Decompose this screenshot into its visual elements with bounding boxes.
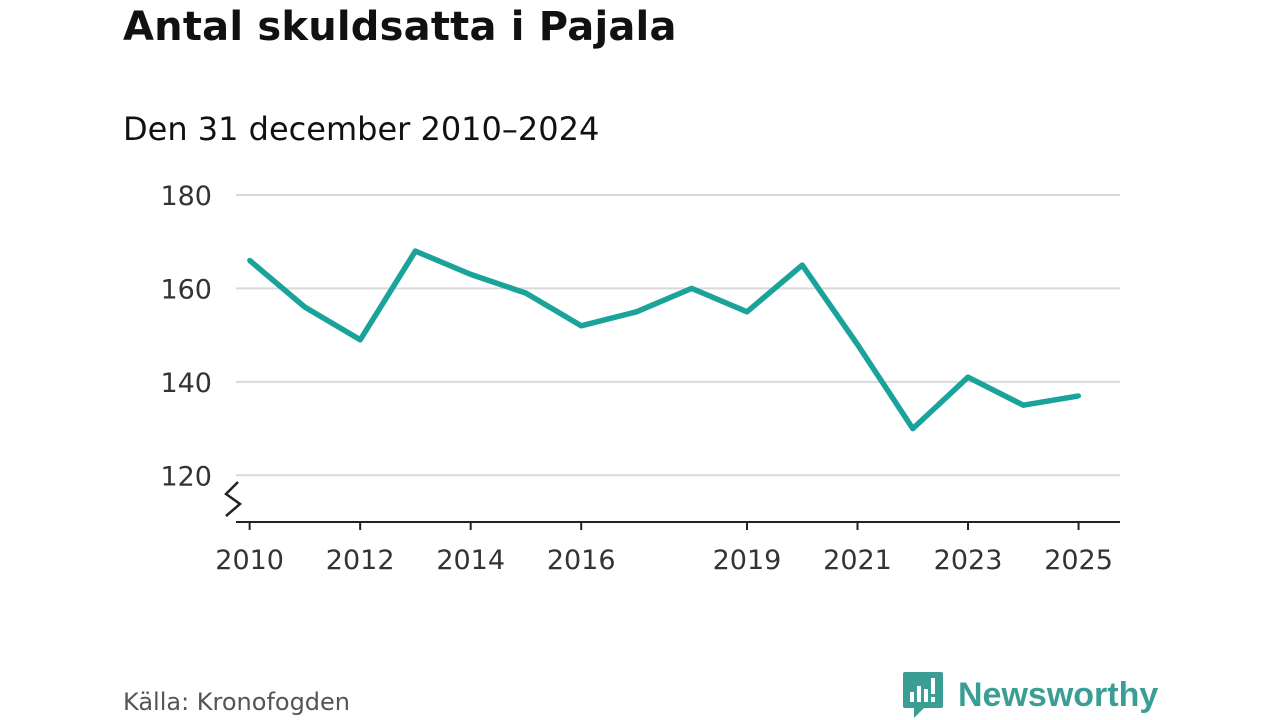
x-tick-label-2023: 2023 <box>934 545 1003 576</box>
brand-name: Newsworthy <box>958 675 1159 714</box>
data-point-2019 <box>744 309 750 315</box>
y-tick-label-120: 120 <box>160 461 212 492</box>
series-line <box>247 248 1080 432</box>
data-point-2021 <box>855 341 861 347</box>
x-axis-tick-labels: 2010 2012 2014 2016 2019 2021 2023 2025 <box>215 545 1113 576</box>
data-point-2011 <box>302 304 308 310</box>
x-tick-label-2019: 2019 <box>713 545 782 576</box>
data-point-2022 <box>910 426 916 432</box>
x-tick-label-2021: 2021 <box>823 545 892 576</box>
chart-subtitle: Den 31 december 2010–2024 <box>123 110 600 148</box>
y-axis-tick-labels: 120 140 160 180 <box>160 181 212 492</box>
data-point-2013 <box>412 248 418 254</box>
newsworthy-logo-icon <box>903 672 943 718</box>
data-point-2014 <box>468 271 474 277</box>
x-tick-label-2014: 2014 <box>436 545 505 576</box>
data-point-2010 <box>247 257 253 263</box>
data-point-2023 <box>965 374 971 380</box>
x-tick-label-2010: 2010 <box>215 545 284 576</box>
chart-title: Antal skuldsatta i Pajala <box>123 4 677 50</box>
x-tick-label-2025: 2025 <box>1044 545 1113 576</box>
y-tick-label-160: 160 <box>160 274 212 305</box>
data-point-2012 <box>357 337 363 343</box>
data-point-2020 <box>799 262 805 268</box>
source-note: Källa: Kronofogden <box>123 688 351 716</box>
data-point-2015 <box>523 290 529 296</box>
x-tick-label-2012: 2012 <box>326 545 395 576</box>
brand-logo: Newsworthy <box>902 670 1158 720</box>
axis-break-icon <box>224 481 243 517</box>
data-point-2024 <box>1020 402 1026 408</box>
x-tick-label-2016: 2016 <box>547 545 616 576</box>
x-axis <box>224 481 1120 530</box>
y-tick-label-140: 140 <box>160 368 212 399</box>
data-point-2025 <box>1076 393 1082 399</box>
y-tick-label-180: 180 <box>160 181 212 212</box>
data-point-2016 <box>578 323 584 329</box>
series <box>247 248 1082 432</box>
data-point-2017 <box>633 309 639 315</box>
data-point-2018 <box>689 285 695 291</box>
gridlines <box>236 194 1120 477</box>
